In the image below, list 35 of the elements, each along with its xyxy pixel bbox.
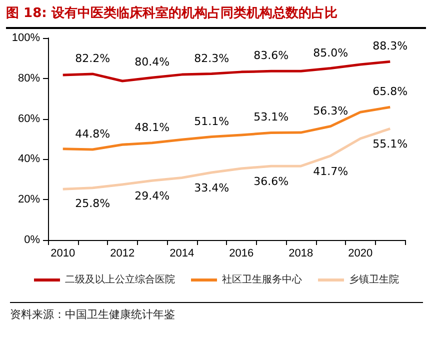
x-tick-label: 2010	[50, 248, 76, 260]
data-label: 88.3%	[372, 40, 408, 53]
data-label: 29.4%	[134, 190, 170, 203]
data-label: 53.1%	[254, 110, 289, 124]
legend-label: 乡镇卫生院	[349, 274, 399, 286]
chart-title: 图 18: 设有中医类临床科室的机构占同类机构总数的占比	[6, 4, 426, 29]
data-label: 36.6%	[254, 175, 289, 188]
x-tick-label: 2012	[110, 248, 135, 260]
y-tick-label: 80%	[18, 72, 40, 84]
x-tick-label: 2018	[288, 248, 314, 260]
data-label: 85.0%	[313, 46, 348, 60]
data-label: 83.6%	[254, 49, 289, 62]
x-tick-label: 2014	[170, 248, 194, 260]
data-label: 25.8%	[75, 196, 110, 210]
data-label: 82.3%	[194, 52, 230, 65]
text: 资料来源：中国卫生健康统计年鉴	[10, 302, 423, 322]
y-tick-label: 20%	[18, 194, 40, 206]
data-label: 33.4%	[194, 182, 230, 195]
y-tick-label: 40%	[18, 153, 40, 166]
data-label: 55.1%	[372, 138, 408, 151]
data-label: 41.7%	[313, 164, 348, 178]
data-label: 82.2%	[75, 52, 110, 65]
x-tick-label: 2016	[229, 248, 254, 260]
y-tick-label: 60%	[18, 112, 40, 125]
data-label: 80.4%	[134, 56, 170, 69]
x-tick-label: 2020	[348, 248, 373, 260]
data-label: 51.1%	[194, 114, 230, 128]
legend-label: 社区卫生服务中心	[222, 274, 302, 286]
y-tick-label: 0%	[24, 234, 40, 246]
data-label: 56.3%	[313, 104, 348, 118]
data-label: 65.8%	[372, 85, 408, 98]
data-label: 48.1%	[134, 120, 170, 134]
legend-label: 二级及以上公立综合医院	[65, 274, 175, 286]
y-tick-label: 100%	[12, 32, 40, 44]
data-label: 44.8%	[75, 128, 110, 141]
